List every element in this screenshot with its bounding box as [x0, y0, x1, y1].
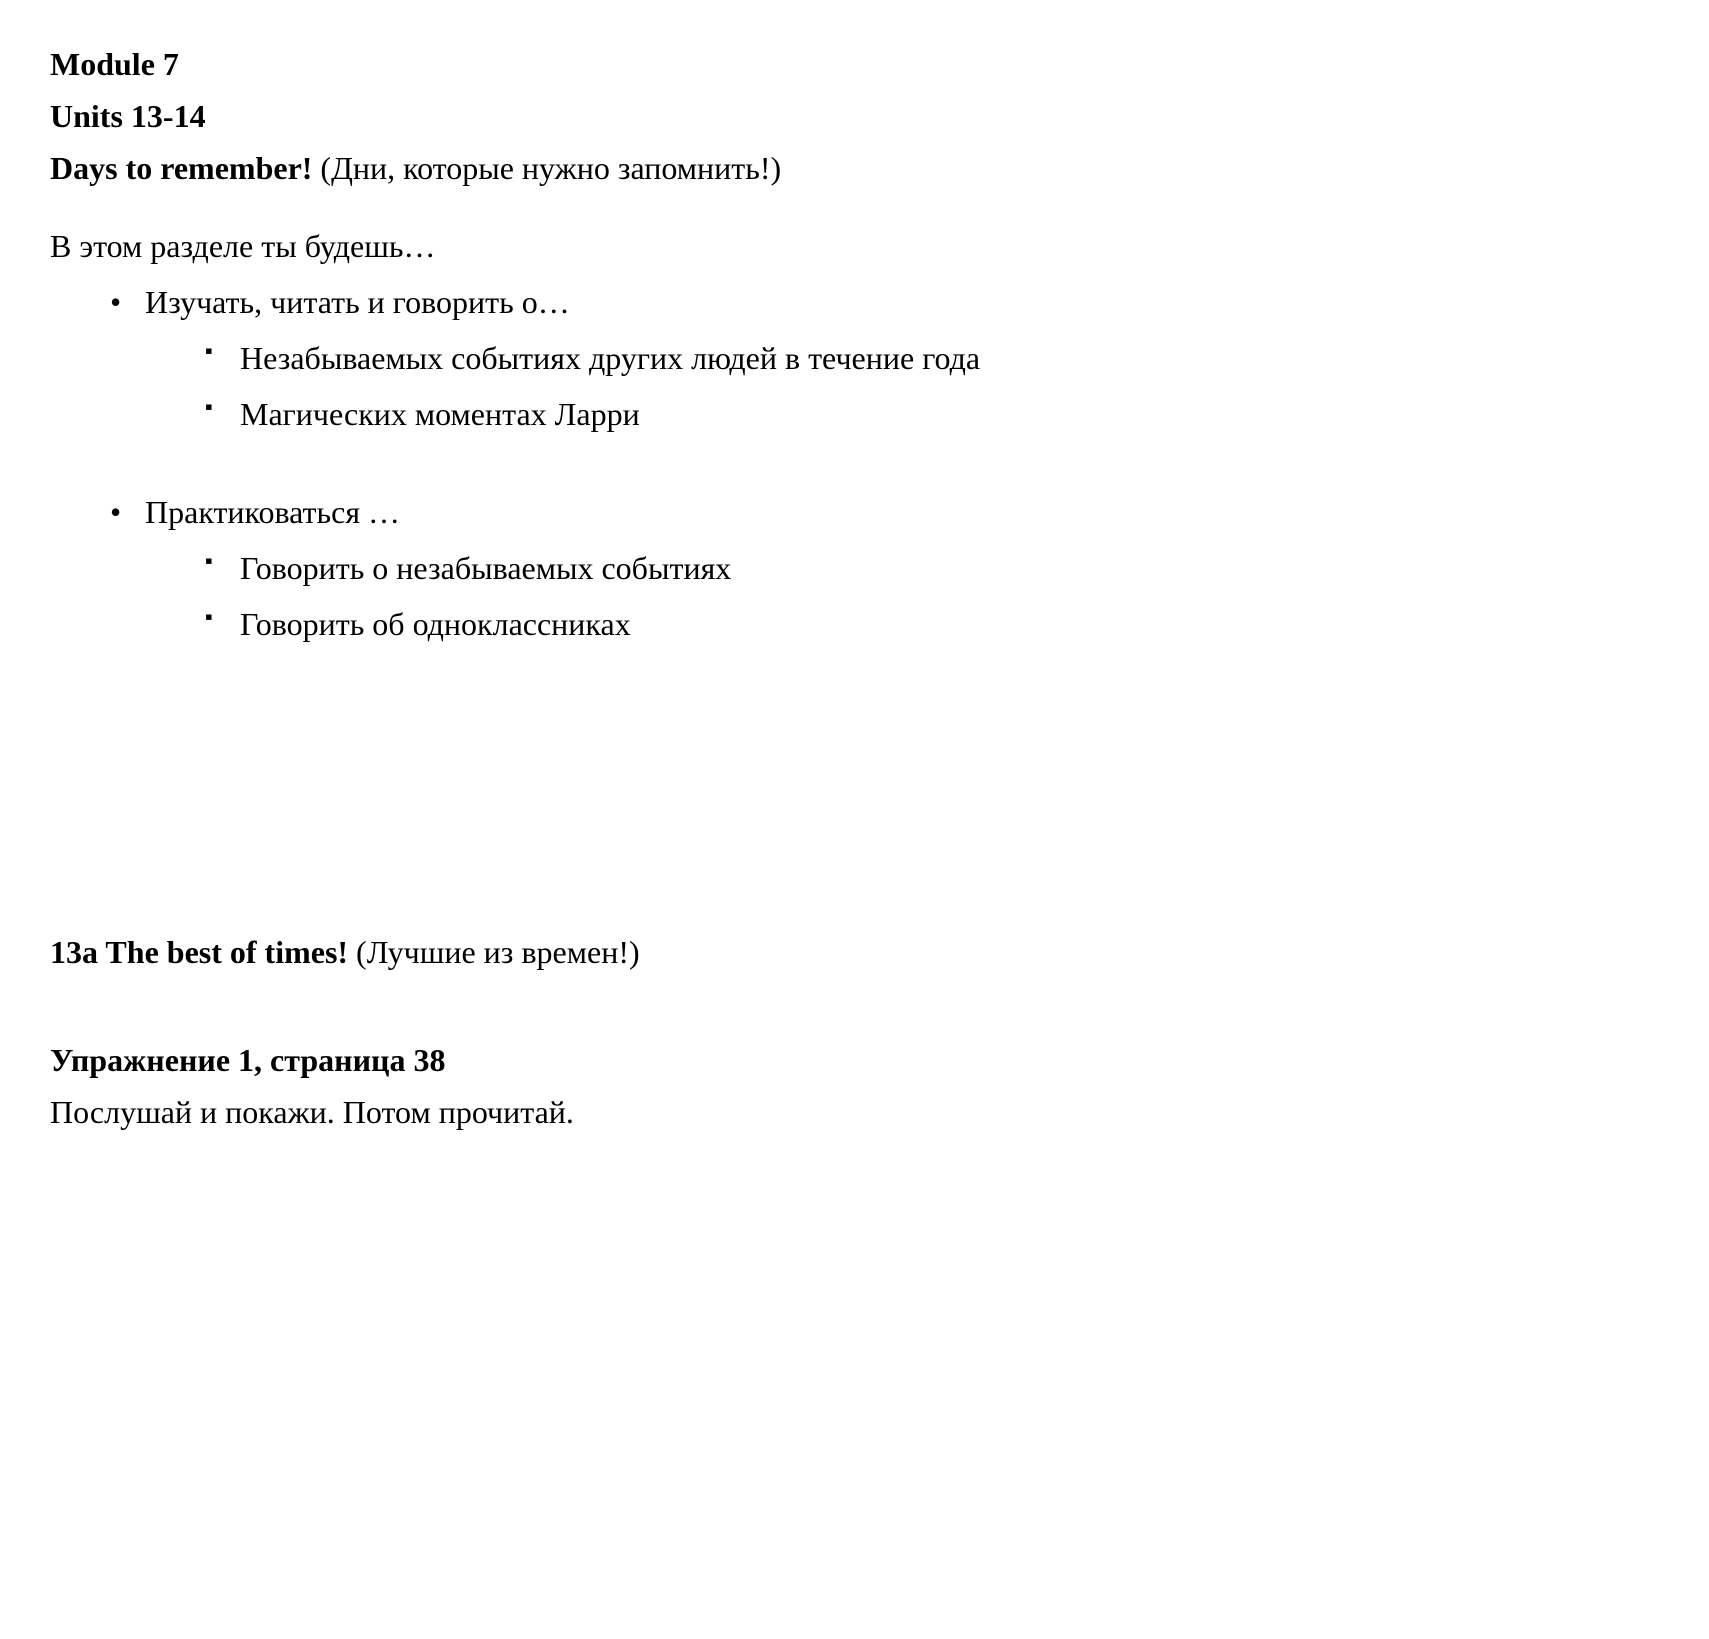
sub-list-item: Говорить об одноклассниках — [205, 600, 1659, 648]
module-heading: Module 7 — [50, 40, 1659, 88]
sub-list-item: Говорить о незабываемых событиях — [205, 544, 1659, 592]
list-item: Изучать, читать и говорить о… Незабываем… — [110, 278, 1659, 438]
section-translation: (Лучшие из времен!) — [356, 934, 640, 970]
title-row: Days to remember! (Дни, которые нужно за… — [50, 144, 1659, 192]
intro-text: В этом разделе ты будешь… — [50, 222, 1659, 270]
section-heading: 13a The best of times! — [50, 934, 348, 970]
section-row: 13a The best of times! (Лучшие из времен… — [50, 928, 1659, 976]
list-item: Практиковаться … Говорить о незабываемых… — [110, 488, 1659, 648]
list-item-label: Практиковаться … — [145, 494, 400, 530]
sub-list-item: Магических моментах Ларри — [205, 390, 1659, 438]
sub-list: Незабываемых событиях других людей в теч… — [145, 334, 1659, 438]
main-bullet-list: Изучать, читать и говорить о… Незабываем… — [50, 278, 1659, 648]
title-heading: Days to remember! — [50, 150, 312, 186]
exercise-heading-row: Упражнение 1, страница 38 — [50, 1036, 1659, 1084]
units-heading: Units 13-14 — [50, 92, 1659, 140]
title-translation: (Дни, которые нужно запомнить!) — [320, 150, 781, 186]
exercise-instruction: Послушай и покажи. Потом прочитай. — [50, 1088, 1659, 1136]
list-item-label: Изучать, читать и говорить о… — [145, 284, 570, 320]
exercise-heading: Упражнение 1, страница 38 — [50, 1042, 445, 1078]
sub-list-item: Незабываемых событиях других людей в теч… — [205, 334, 1659, 382]
sub-list: Говорить о незабываемых событиях Говорит… — [145, 544, 1659, 648]
